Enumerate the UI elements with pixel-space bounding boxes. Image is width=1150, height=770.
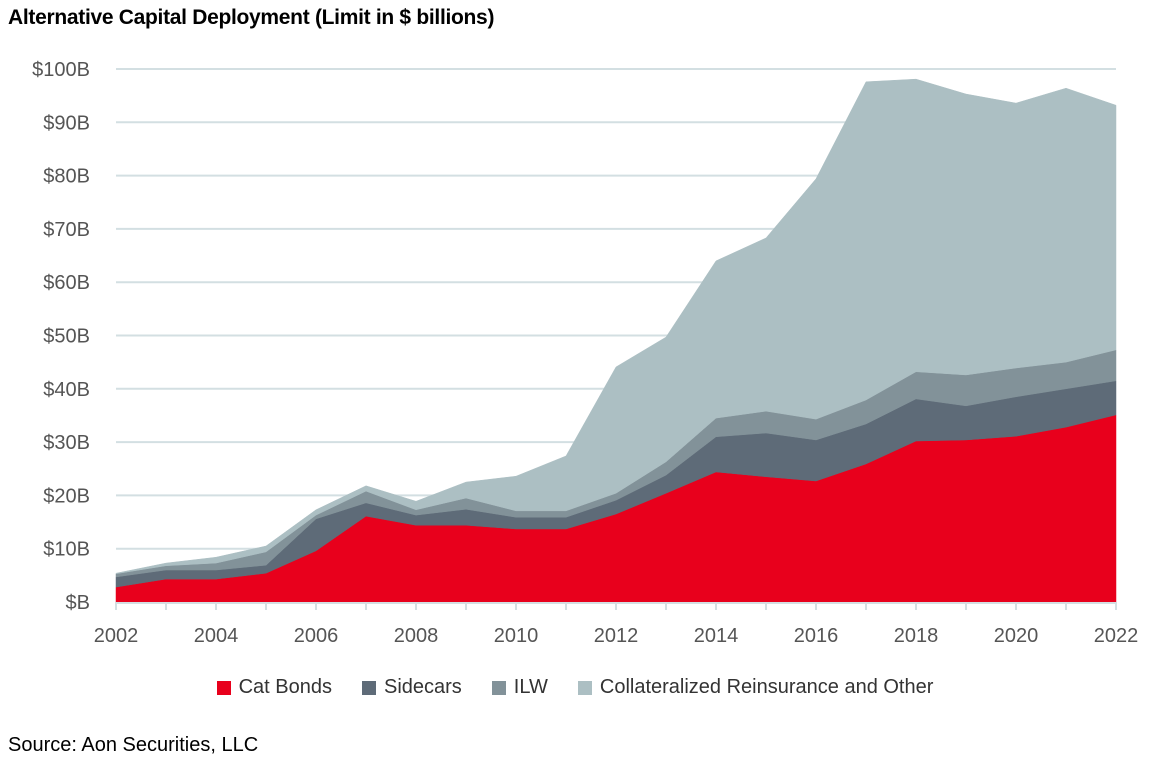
y-tick-label: $10B [43, 539, 90, 561]
legend-swatch [361, 680, 376, 695]
legend-item: Sidecars [361, 676, 462, 699]
x-tick-label: 2014 [694, 625, 739, 647]
legend-label: Collateralized Reinsurance and Other [599, 676, 934, 698]
y-tick-label: $20B [43, 485, 90, 507]
legend-label: ILW [513, 676, 548, 698]
source-note: Source: Aon Securities, LLC [8, 734, 259, 756]
x-tick-label: 2018 [894, 625, 939, 647]
x-tick-label: 2006 [294, 625, 339, 647]
x-tick-label: 2002 [94, 625, 139, 647]
y-tick-label: $B [66, 592, 90, 614]
x-tick-label: 2012 [594, 625, 639, 647]
legend: Cat Bonds Sidecars ILW Collateralized Reins… [0, 676, 1150, 699]
legend-item: ILW [491, 676, 548, 699]
y-tick-label: $90B [43, 112, 90, 134]
legend-swatch [216, 680, 231, 695]
y-tick-label: $60B [43, 272, 90, 294]
y-tick-label: $100B [32, 59, 90, 81]
legend-item: Cat Bonds [216, 676, 332, 699]
legend-swatch [491, 680, 506, 695]
x-tick-label: 2022 [1094, 625, 1139, 647]
legend-item: Collateralized Reinsurance and Other [577, 676, 934, 699]
y-tick-label: $50B [43, 326, 90, 348]
legend-label: Sidecars [383, 676, 462, 698]
x-tick-label: 2004 [194, 625, 239, 647]
x-tick-label: 2008 [394, 625, 439, 647]
chart-title: Alternative Capital Deployment (Limit in… [8, 6, 495, 29]
legend-swatch [577, 680, 592, 695]
y-tick-label: $40B [43, 379, 90, 401]
legend-label: Cat Bonds [238, 676, 332, 698]
x-tick-label: 2010 [494, 625, 539, 647]
y-tick-label: $70B [43, 219, 90, 241]
area-collateralized-reinsurance-and-other [115, 78, 1117, 575]
y-tick-label: $80B [43, 166, 90, 188]
area-chart: $B $10B $20B $30B $40B $50B $60B $70B $80B $90B $1… [32, 59, 1139, 647]
x-tick-label: 2020 [994, 625, 1039, 647]
x-tick-label: 2016 [794, 625, 839, 647]
y-tick-label: $30B [43, 432, 90, 454]
